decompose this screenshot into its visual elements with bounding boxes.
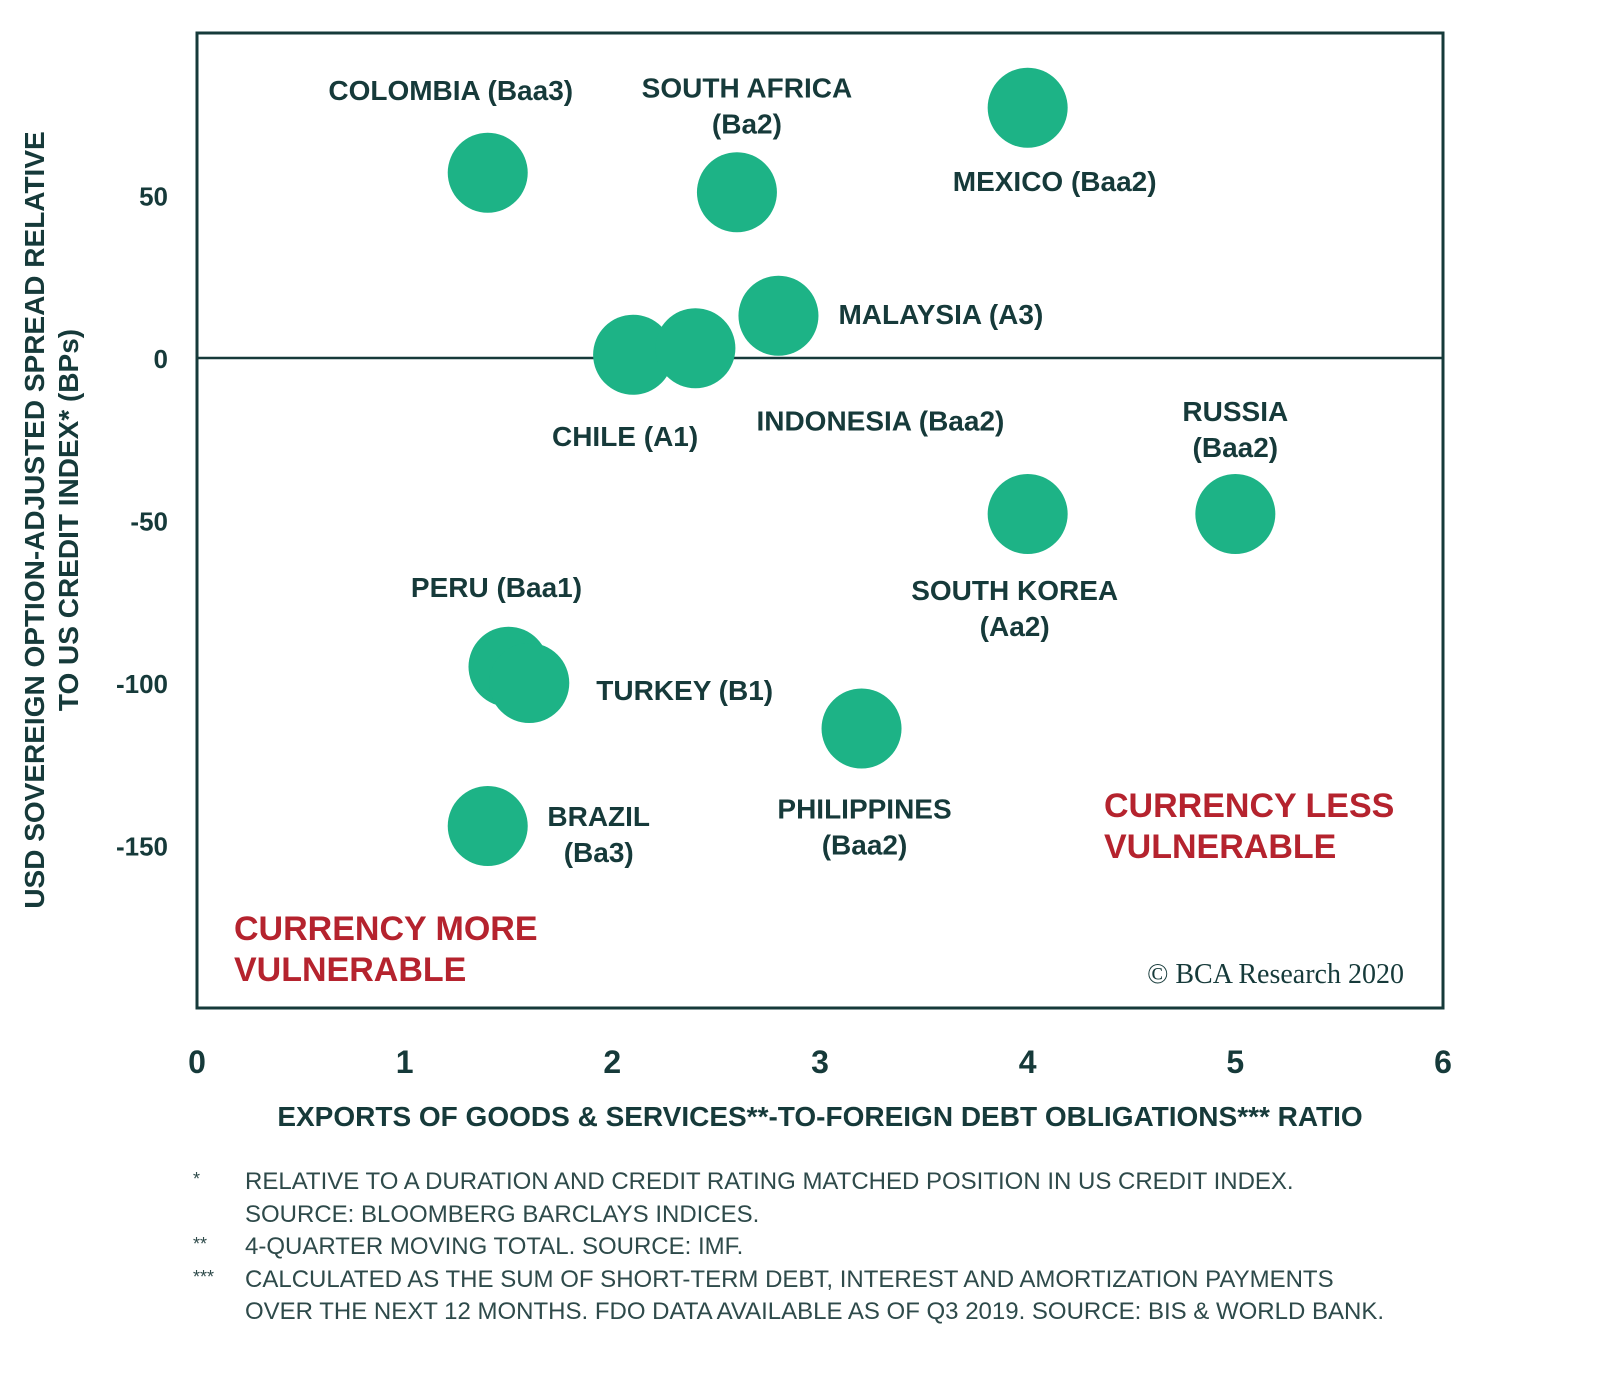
point-label-philippines: PHILIPPINES (Baa2) <box>777 794 951 861</box>
point-label-line: SOUTH KOREA <box>911 575 1118 606</box>
y-tick-label: -150 <box>116 832 168 862</box>
data-point-colombia <box>447 132 528 213</box>
point-label-colombia: COLOMBIA (Baa3) <box>328 75 573 106</box>
data-point-south-korea <box>987 474 1068 554</box>
point-label-line: MALAYSIA (A3) <box>838 299 1043 330</box>
point-label-line: TURKEY (B1) <box>596 675 773 706</box>
footnote: ** 4-QUARTER MOVING TOTAL. SOURCE: IMF. <box>193 1231 1573 1264</box>
point-label-line: COLOMBIA (Baa3) <box>328 75 573 106</box>
point-label-line: (Ba2) <box>712 108 782 139</box>
point-label-malaysia: MALAYSIA (A3) <box>838 299 1043 330</box>
point-label-line: CHILE (A1) <box>552 421 698 452</box>
point-label-turkey: TURKEY (B1) <box>596 675 773 706</box>
point-label-south-africa: SOUTH AFRICA (Ba2) <box>642 72 853 139</box>
data-points <box>447 67 1276 866</box>
data-point-philippines <box>821 688 902 769</box>
point-label-indonesia: INDONESIA (Baa2) <box>756 405 1004 436</box>
y-tick-label: 50 <box>139 182 168 212</box>
point-labels: COLOMBIA (Baa3) SOUTH AFRICA (Ba2) MEXICO (… <box>328 72 1288 868</box>
data-point-indonesia <box>655 308 736 389</box>
point-label-line: SOUTH AFRICA <box>642 72 853 103</box>
point-label-russia: RUSSIA (Baa2) <box>1182 396 1288 463</box>
point-label-line: INDONESIA (Baa2) <box>756 405 1004 436</box>
footnote-text: RELATIVE TO A DURATION AND CREDIT RATING… <box>245 1168 1294 1228</box>
x-tick-label: 3 <box>811 1044 829 1080</box>
y-axis-ticks: 50 0 -50 -100 -150 <box>116 182 168 862</box>
footnotes: * RELATIVE TO A DURATION AND CREDIT RATI… <box>193 1166 1573 1329</box>
y-axis-title-line-2: TO US CREDIT INDEX* (BPs) <box>53 329 84 711</box>
x-tick-label: 2 <box>603 1044 621 1080</box>
point-label-south-korea: SOUTH KOREA (Aa2) <box>911 575 1118 642</box>
data-point-mexico <box>987 67 1068 148</box>
point-label-line: MEXICO (Baa2) <box>953 166 1157 197</box>
x-tick-label: 4 <box>1019 1044 1037 1080</box>
plot-frame <box>195 31 1445 1010</box>
data-point-chile <box>593 314 674 395</box>
x-axis-title: EXPORTS OF GOODS & SERVICES**-TO-FOREIGN… <box>277 1101 1362 1132</box>
point-label-line: RUSSIA <box>1182 396 1288 427</box>
point-label-line: (Baa2) <box>822 830 908 861</box>
annotation-less-vulnerable: CURRENCY LESS VULNERABLE <box>1104 787 1404 866</box>
y-axis-title: USD SOVEREIGN OPTION-ADJUSTED SPREAD REL… <box>19 131 50 908</box>
point-label-peru: PERU (Baa1) <box>411 572 582 603</box>
point-label-line: PERU (Baa1) <box>411 572 582 603</box>
copyright-text: © BCA Research 2020 <box>1147 959 1404 990</box>
y-axis-title-2: TO US CREDIT INDEX* (BPs) <box>53 329 84 711</box>
point-label-line: (Ba3) <box>564 837 634 868</box>
point-label-line: BRAZIL <box>547 801 650 832</box>
footnote: * RELATIVE TO A DURATION AND CREDIT RATI… <box>193 1166 1573 1231</box>
x-tick-label: 6 <box>1434 1044 1452 1080</box>
footnote-mark: ** <box>193 1234 208 1254</box>
y-axis-title-line-1: USD SOVEREIGN OPTION-ADJUSTED SPREAD REL… <box>19 131 50 908</box>
annotation-more-vulnerable: CURRENCY MORE VULNERABLE <box>234 910 547 989</box>
footnote-mark: *** <box>193 1266 215 1287</box>
y-tick-label: 0 <box>154 344 168 374</box>
x-tick-label: 5 <box>1226 1044 1244 1080</box>
footnote-text: CALCULATED AS THE SUM OF SHORT-TERM DEBT… <box>245 1265 1384 1326</box>
point-label-line: (Aa2) <box>980 611 1050 642</box>
data-point-turkey <box>489 643 570 723</box>
data-point-russia <box>1195 474 1276 554</box>
x-tick-label: 1 <box>396 1044 414 1080</box>
footnote: *** CALCULATED AS THE SUM OF SHORT-TERM … <box>193 1264 1573 1329</box>
point-label-line: PHILIPPINES <box>777 794 951 825</box>
footnote-text: 4-QUARTER MOVING TOTAL. SOURCE: IMF. <box>245 1233 744 1260</box>
y-tick-label: -100 <box>116 669 168 699</box>
scatter-chart: 50 0 -50 -100 -150 0 1 2 3 4 5 6 COLOMBIA (Baa3) SO… <box>19 31 1452 1132</box>
y-tick-label: -50 <box>130 507 168 537</box>
data-point-brazil <box>447 786 528 866</box>
point-label-brazil: BRAZIL (Ba3) <box>547 801 650 868</box>
point-label-mexico: MEXICO (Baa2) <box>953 166 1157 197</box>
x-axis-ticks: 0 1 2 3 4 5 6 <box>188 1044 1452 1080</box>
point-label-line: (Baa2) <box>1193 432 1279 463</box>
data-point-south-africa <box>696 152 777 233</box>
x-tick-label: 0 <box>188 1044 206 1080</box>
data-point-malaysia <box>738 275 819 356</box>
footnote-mark: * <box>193 1169 201 1189</box>
point-label-chile: CHILE (A1) <box>552 421 698 452</box>
